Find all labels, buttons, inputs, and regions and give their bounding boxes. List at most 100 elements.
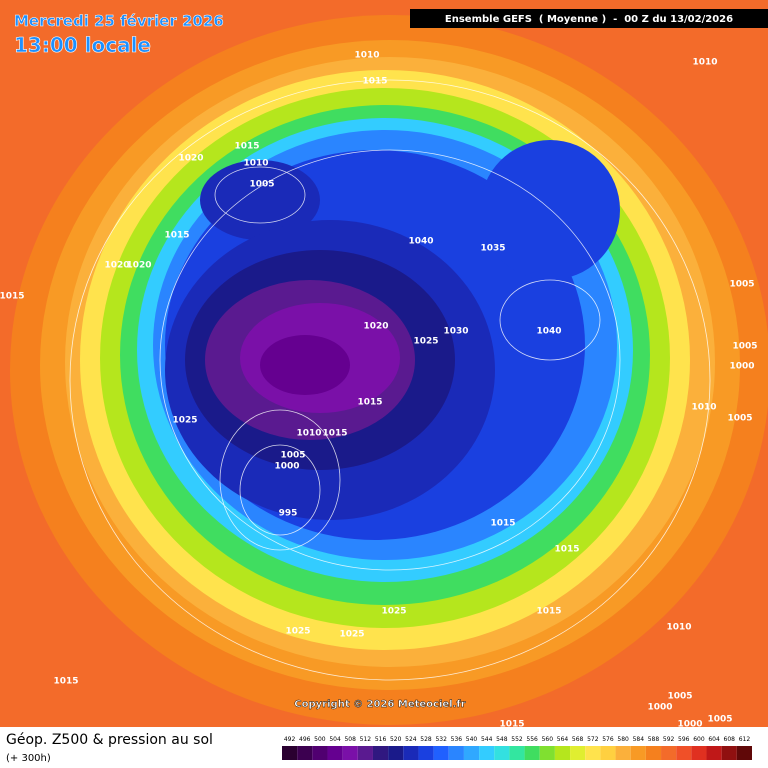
- legend-label: 608: [724, 736, 736, 743]
- legend-swatch: [676, 746, 692, 760]
- legend-label: 540: [466, 736, 478, 743]
- pressure-label: 1020: [363, 322, 388, 332]
- legend-swatch: [357, 746, 373, 760]
- run-info-box: [410, 9, 768, 28]
- pressure-label: 1005: [729, 280, 754, 290]
- legend-label: 504: [329, 736, 341, 743]
- legend-swatch: [691, 746, 707, 760]
- legend-label: 500: [314, 736, 326, 743]
- copyright: Copyright © 2026 Meteociel.fr: [294, 699, 465, 710]
- legend-swatch: [554, 746, 571, 760]
- legend-swatch: [327, 746, 343, 760]
- legend-label: 492: [284, 736, 296, 743]
- legend-label: 568: [572, 736, 584, 743]
- legend-swatch: [524, 746, 540, 760]
- legend-swatch: [403, 746, 419, 760]
- legend-label: 592: [663, 736, 675, 743]
- legend-swatch: [721, 746, 737, 760]
- legend-label: 604: [708, 736, 720, 743]
- pressure-label: 1005: [707, 715, 732, 725]
- pressure-label: 1040: [408, 237, 433, 247]
- legend-swatch: [509, 746, 525, 760]
- pressure-label: 995: [279, 509, 298, 519]
- pressure-label: 1040: [536, 327, 561, 337]
- pressure-label: 1025: [172, 416, 197, 426]
- legend-swatch: [570, 746, 586, 760]
- legend-swatch: [630, 746, 646, 760]
- pressure-label: 1010: [296, 429, 321, 439]
- pressure-label: 1005: [249, 180, 274, 190]
- pressure-label: 1015: [322, 429, 347, 439]
- legend-swatch: [585, 746, 601, 760]
- legend-label: 612: [739, 736, 751, 743]
- pressure-label: 1005: [667, 692, 692, 702]
- pressure-label: 1020: [126, 261, 151, 271]
- pressure-label: 1010: [243, 159, 268, 169]
- pressure-label: 1015: [554, 545, 579, 555]
- legend-label: 572: [587, 736, 599, 743]
- legend-swatch: [736, 746, 752, 760]
- pressure-labels: 1010101510101020101510101005101510401035…: [0, 51, 758, 730]
- legend-label: 496: [299, 736, 311, 743]
- legend-label: 508: [344, 736, 356, 743]
- map-date: Mercredi 25 février 2026: [14, 12, 224, 30]
- legend-swatch: [600, 746, 616, 760]
- legend-label: 512: [360, 736, 372, 743]
- pressure-label: 1015: [499, 720, 524, 730]
- legend-label: 532: [435, 736, 447, 743]
- legend-swatch: [539, 746, 555, 760]
- legend-label: 600: [693, 736, 705, 743]
- legend-swatch: [342, 746, 358, 760]
- legend-label: 524: [405, 736, 417, 743]
- legend-swatch: [479, 746, 495, 760]
- legend-swatch: [388, 746, 404, 760]
- pressure-label: 1025: [339, 630, 364, 640]
- footer-title: Géop. Z500 & pression au sol: [6, 732, 213, 748]
- legend-swatch: [282, 746, 298, 760]
- pressure-label: 1015: [0, 292, 25, 302]
- pressure-label: 1015: [357, 398, 382, 408]
- legend-swatch: [463, 746, 480, 760]
- legend-swatch: [433, 746, 449, 760]
- legend: 492 496 500 504 508 512 516 520 524 528 532 536 540 5…: [282, 736, 752, 760]
- pressure-label: 1025: [413, 337, 438, 347]
- pressure-label: 1015: [164, 231, 189, 241]
- pressure-label: 1020: [104, 261, 129, 271]
- pressure-label: 1025: [381, 607, 406, 617]
- legend-swatch: [448, 746, 464, 760]
- pressure-label: 1035: [480, 244, 505, 254]
- legend-label: 528: [420, 736, 432, 743]
- legend-swatch: [372, 746, 389, 760]
- pressure-label: 1005: [732, 342, 757, 352]
- legend-swatch: [297, 746, 313, 760]
- pressure-label: 1015: [536, 607, 561, 617]
- legend-swatch: [494, 746, 510, 760]
- legend-label: 576: [602, 736, 614, 743]
- pressure-label: 1015: [53, 677, 78, 687]
- legend-label: 560: [542, 736, 554, 743]
- legend-label: 580: [617, 736, 629, 743]
- legend-swatch: [312, 746, 328, 760]
- legend-label: 516: [375, 736, 387, 743]
- pressure-label: 1010: [692, 58, 717, 68]
- legend-label: 588: [648, 736, 660, 743]
- pressure-label: 1010: [354, 51, 379, 61]
- pressure-label: 1010: [666, 623, 691, 633]
- legend-swatch: [645, 746, 662, 760]
- legend-swatch: [418, 746, 434, 760]
- pressure-label: 1000: [729, 362, 754, 372]
- lead-time: (+ 300h): [6, 753, 51, 764]
- legend-swatch: [615, 746, 631, 760]
- legend-label: 536: [451, 736, 463, 743]
- pressure-label: 1010: [691, 403, 716, 413]
- pressure-label: 1025: [285, 627, 310, 637]
- legend-label: 548: [496, 736, 508, 743]
- pressure-label: 1015: [234, 142, 259, 152]
- legend-label: 584: [633, 736, 645, 743]
- pressure-label: 1015: [362, 77, 387, 87]
- pressure-label: 1020: [178, 154, 203, 164]
- pressure-label: 1005: [727, 414, 752, 424]
- legend-label: 552: [511, 736, 523, 743]
- pressure-label: 1030: [443, 327, 468, 337]
